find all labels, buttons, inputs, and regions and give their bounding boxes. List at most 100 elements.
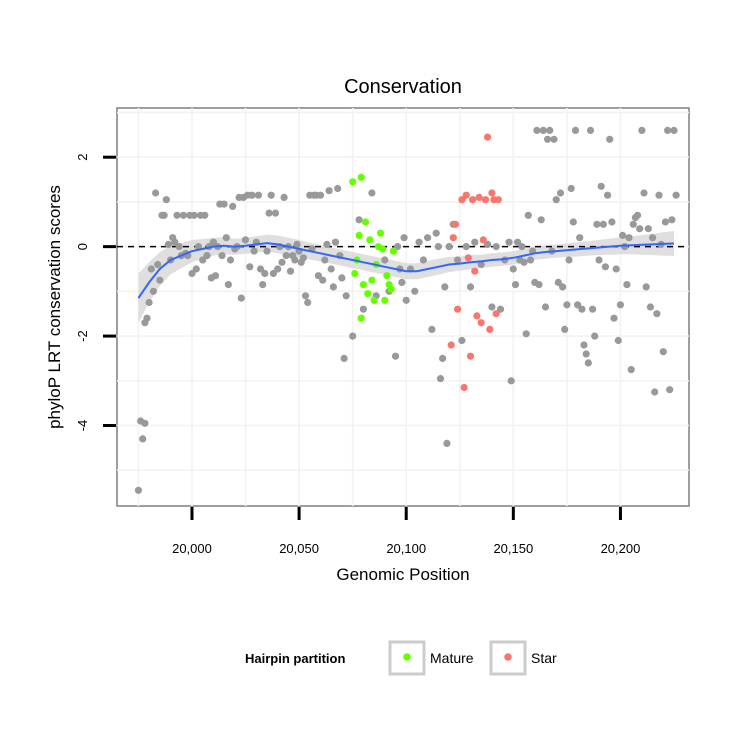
data-point-other [646, 303, 655, 311]
data-point-other [209, 238, 217, 246]
data-point-other [402, 296, 410, 304]
data-point-other [496, 305, 505, 313]
y-tick-label: 0 [75, 243, 90, 250]
data-point-other [149, 287, 157, 295]
data-point-other [278, 258, 286, 266]
data-point-other [484, 240, 492, 248]
legend-title: Hairpin partition [245, 651, 345, 666]
data-point-other [556, 189, 565, 197]
data-point-other [267, 191, 275, 199]
data-point-other [586, 126, 595, 134]
data-point-mature [368, 276, 376, 284]
data-point-other [601, 263, 610, 271]
data-point-star [473, 312, 481, 320]
data-point-other [434, 243, 442, 251]
data-point-other [578, 305, 586, 313]
data-point-mature [359, 281, 367, 289]
data-point-other [192, 265, 200, 273]
data-point-other [629, 220, 637, 228]
data-point-other [321, 256, 329, 264]
data-point-other [171, 238, 179, 246]
data-point-other [544, 135, 552, 143]
data-point-other [259, 281, 267, 289]
data-point-other [488, 303, 496, 311]
y-axis-label: phyloP LRT conservation scores [45, 185, 64, 429]
data-point-other [574, 301, 582, 309]
chart-title: Conservation [344, 76, 462, 98]
data-point-other [535, 281, 543, 289]
data-point-other [203, 252, 211, 260]
data-point-other [561, 325, 569, 333]
data-point-other [638, 126, 646, 134]
y-tick-label: 2 [75, 154, 90, 161]
data-point-other [325, 187, 333, 195]
data-point-other [323, 240, 331, 248]
data-point-other [492, 243, 500, 251]
data-point-mature [387, 285, 395, 293]
data-point-other [139, 435, 147, 443]
data-point-star [464, 254, 472, 262]
data-point-other [291, 256, 299, 264]
data-point-other [606, 135, 614, 143]
data-point-mature [383, 272, 391, 280]
data-point-other [400, 234, 408, 242]
data-point-mature [361, 218, 370, 226]
data-point-other [644, 225, 652, 233]
data-point-other [254, 191, 262, 199]
data-point-other [241, 236, 250, 244]
data-point-mature [366, 236, 374, 244]
data-point-star [451, 220, 460, 228]
data-point-star [466, 352, 475, 360]
data-point-other [293, 240, 301, 248]
legend: Hairpin partition Mature Star [245, 640, 557, 676]
data-point-star [494, 196, 502, 204]
data-point-other [505, 238, 513, 246]
data-point-other [331, 238, 340, 246]
data-point-other [224, 281, 232, 289]
data-point-other [595, 256, 603, 264]
data-point-other [567, 184, 575, 193]
data-point-other [398, 278, 406, 286]
data-point-other [661, 218, 670, 226]
data-point-other [608, 218, 616, 226]
data-point-star [486, 325, 494, 333]
data-point-other [466, 283, 475, 291]
data-point-other [162, 196, 170, 204]
legend-swatch-mature [403, 653, 411, 661]
data-point-other [642, 283, 650, 291]
data-point-other [554, 278, 562, 286]
smooth-trend-line [137, 242, 675, 299]
data-point-other [664, 126, 672, 134]
data-point-other [582, 350, 590, 358]
data-point-other [539, 126, 547, 134]
data-point-other [454, 256, 462, 264]
data-point-other [619, 231, 627, 239]
data-point-other [666, 386, 674, 394]
x-tick-label: 20,200 [601, 541, 641, 556]
data-point-other [314, 272, 322, 280]
data-point-other [301, 292, 310, 300]
data-point-other [261, 269, 269, 278]
data-point-other [229, 202, 237, 210]
data-point-other [304, 298, 312, 307]
data-point-other [201, 211, 209, 219]
data-point-other [237, 294, 245, 302]
data-point-other [672, 191, 680, 199]
data-point-other [248, 191, 256, 199]
data-point-other [256, 265, 265, 273]
axes: 20,000 20,050 20,100 20,150 20,200 -4 -2 0 2 [75, 154, 640, 556]
legend-item-star: Star [489, 640, 557, 676]
data-point-other [520, 258, 528, 266]
data-point-star [454, 305, 462, 313]
data-point-other [668, 216, 676, 224]
data-point-other [593, 220, 601, 228]
data-point-mature [357, 314, 365, 322]
data-point-other [653, 310, 661, 318]
data-point-other [597, 182, 605, 190]
data-point-other [368, 189, 376, 197]
data-point-other [286, 267, 295, 275]
x-tick-label: 20,150 [493, 541, 533, 556]
data-point-other [436, 375, 445, 383]
data-point-other [246, 263, 254, 271]
